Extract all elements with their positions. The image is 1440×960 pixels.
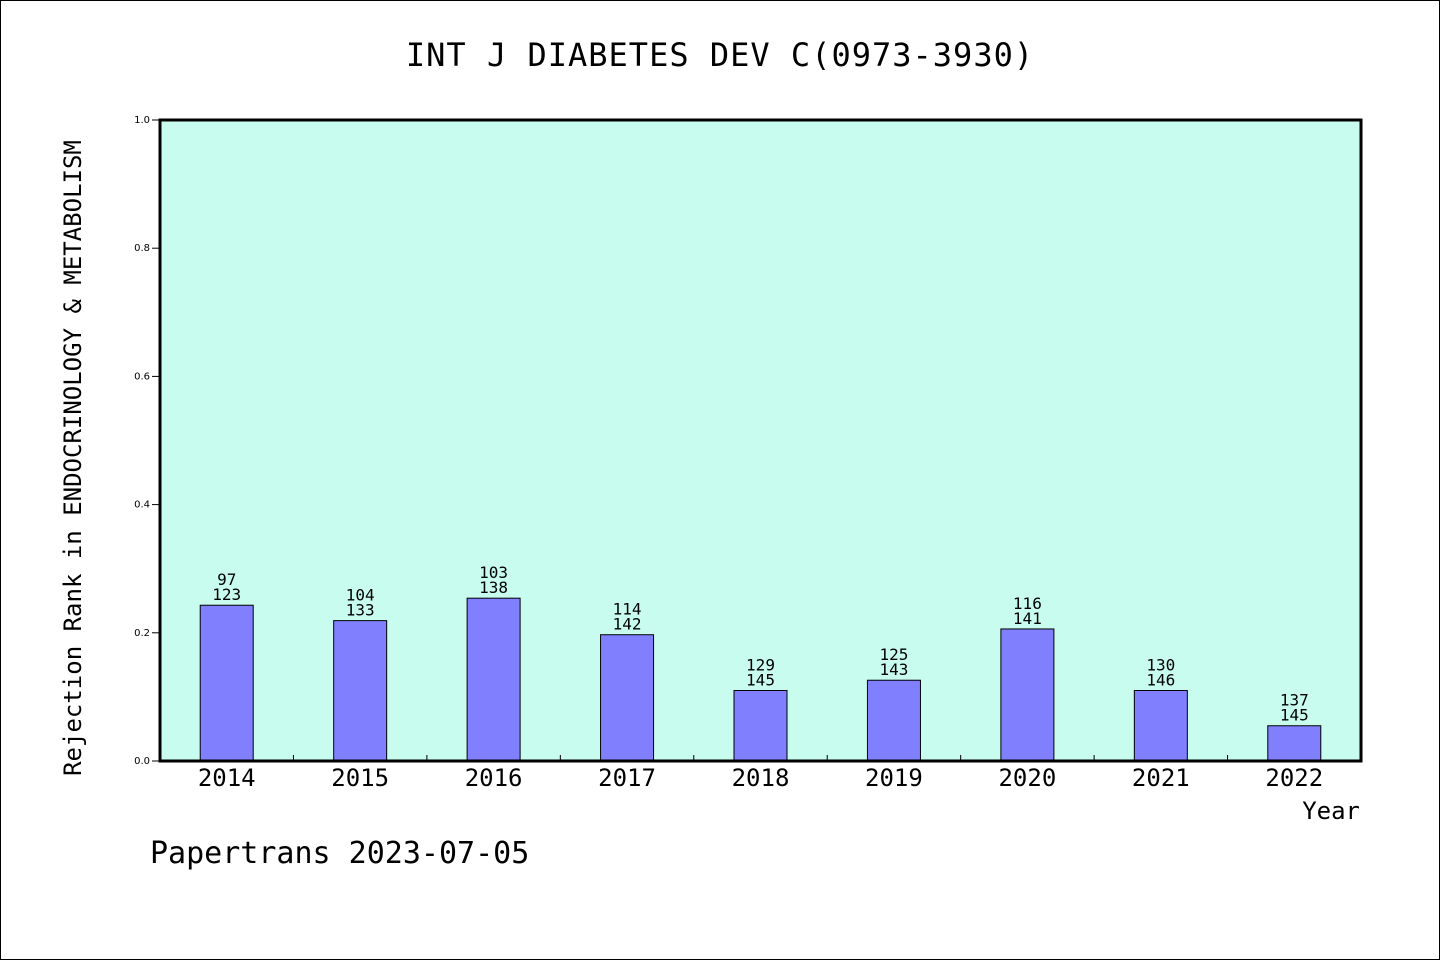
x-tick-label: 2019 (865, 764, 923, 792)
bar-rank-label-top: 137 (1280, 691, 1309, 710)
bar (1000, 628, 1055, 762)
bar (199, 604, 254, 762)
bar-rank-label-bottom: 123 (212, 585, 241, 604)
bar-rank-label-bottom: 145 (746, 670, 775, 689)
x-tick-label: 2014 (198, 764, 256, 792)
bar-rank-label-top: 103 (479, 563, 508, 582)
footer-note: Papertrans 2023-07-05 (150, 836, 530, 871)
x-tick-label: 2016 (465, 764, 523, 792)
x-tick-label: 2022 (1265, 764, 1323, 792)
bar-rank-label-bottom: 138 (479, 578, 508, 597)
y-tick-label: 1.0 (134, 115, 150, 126)
bar-rank-label-bottom: 146 (1146, 670, 1175, 689)
bar (733, 689, 788, 762)
bar-rank-label-bottom: 142 (613, 615, 642, 634)
bar-rank-label-top: 129 (746, 655, 775, 674)
x-axis-label: Year (1302, 797, 1360, 825)
bar-rank-label-top: 116 (1013, 594, 1042, 613)
bar-rank-label-top: 130 (1146, 655, 1175, 674)
y-tick-label: 0.2 (134, 628, 150, 639)
bar-rank-label-top: 114 (613, 600, 642, 619)
bar-rank-label-top: 104 (346, 586, 375, 605)
bar-rank-label-top: 97 (217, 570, 236, 589)
bar-rank-label-bottom: 133 (346, 601, 375, 620)
x-tick-label: 2017 (598, 764, 656, 792)
x-tick-label: 2018 (732, 764, 790, 792)
y-tick-label: 0.8 (134, 243, 150, 254)
y-tick-label: 0.4 (134, 500, 150, 511)
chart-title: INT J DIABETES DEV C(0973-3930) (405, 36, 1035, 74)
x-tick-label: 2021 (1132, 764, 1190, 792)
bar-rank-label-bottom: 145 (1280, 706, 1309, 725)
y-tick-label: 0.6 (134, 371, 150, 382)
bar-rank-label-top: 125 (879, 645, 908, 664)
bar-rank-label-bottom: 141 (1013, 609, 1042, 628)
bar (866, 679, 921, 762)
plot-border (158, 118, 1363, 763)
x-tick-label: 2020 (998, 764, 1056, 792)
y-tick-label: 0.0 (134, 756, 150, 767)
bar (600, 634, 655, 762)
bar-rank-label-bottom: 143 (879, 660, 908, 679)
bar (1133, 689, 1188, 762)
bar (333, 620, 388, 762)
bar (466, 597, 521, 762)
x-tick-label: 2015 (331, 764, 389, 792)
bar (1267, 725, 1322, 762)
